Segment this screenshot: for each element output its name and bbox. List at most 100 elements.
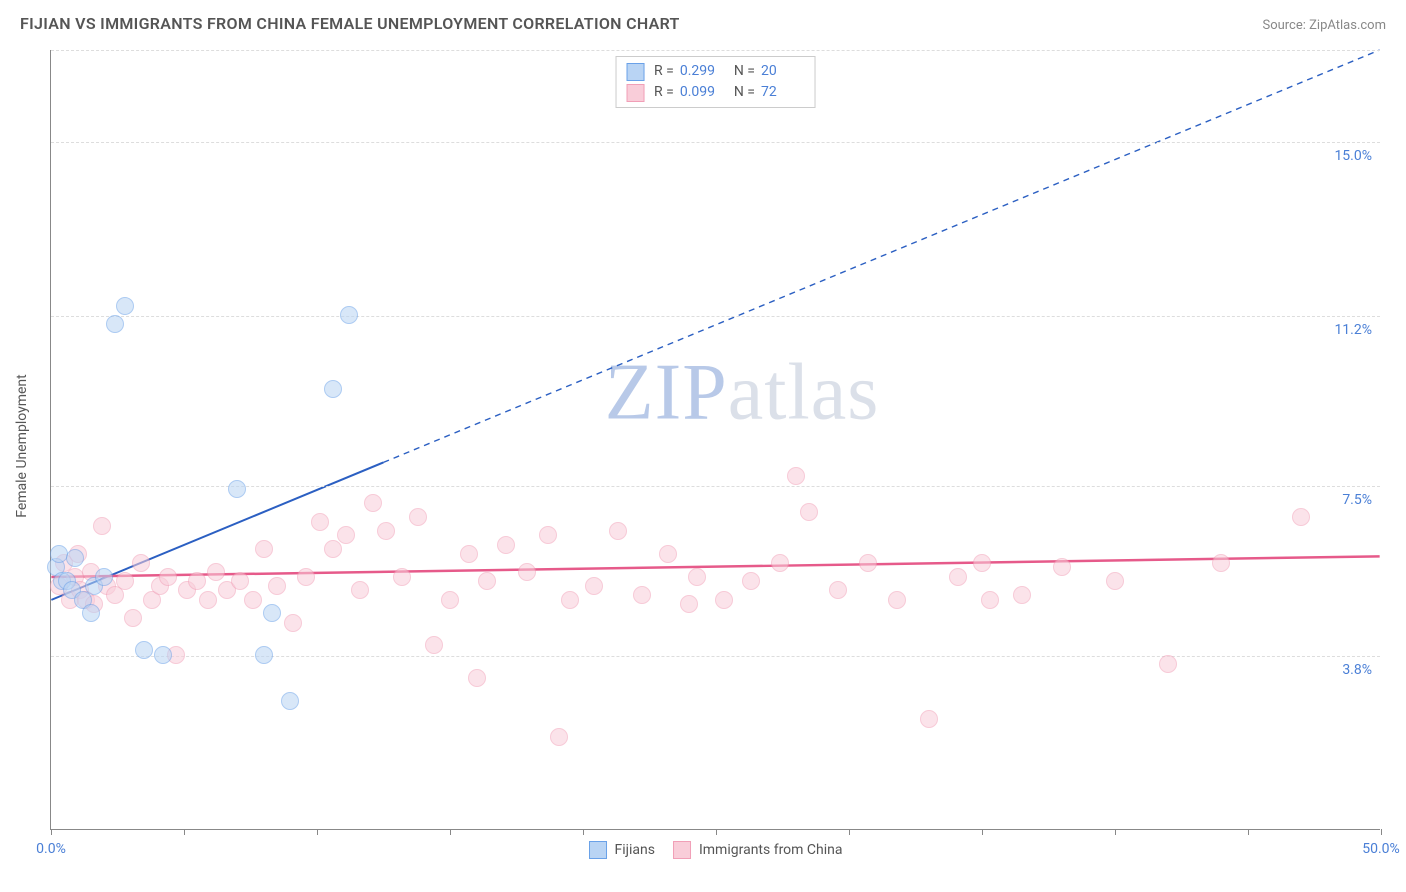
x-tick <box>583 829 584 835</box>
grid-line <box>51 486 1380 487</box>
data-point <box>1013 586 1031 604</box>
x-tick <box>1115 829 1116 835</box>
legend-item: Immigrants from China <box>673 841 843 859</box>
data-point <box>561 591 579 609</box>
data-point <box>585 577 603 595</box>
stats-row: R = 0.299 N = 20 <box>626 61 805 82</box>
data-point <box>680 595 698 613</box>
data-point <box>337 526 355 544</box>
grid-line <box>51 50 1380 51</box>
data-point <box>518 563 536 581</box>
data-point <box>859 554 877 572</box>
data-point <box>132 554 150 572</box>
data-point <box>231 572 249 590</box>
x-tick <box>317 829 318 835</box>
data-point <box>188 572 206 590</box>
legend-label: Immigrants from China <box>699 842 843 858</box>
legend-label: Fijians <box>615 842 655 858</box>
series-swatch <box>626 84 644 102</box>
data-point <box>324 540 342 558</box>
stat-r-value: 0.099 <box>680 82 724 103</box>
data-point <box>787 467 805 485</box>
data-point <box>1053 558 1071 576</box>
data-point <box>281 692 299 710</box>
legend-item: Fijians <box>589 841 655 859</box>
stats-row: R =0.099N =72 <box>626 82 805 103</box>
data-point <box>207 563 225 581</box>
trend-line <box>383 50 1379 462</box>
data-point <box>116 297 134 315</box>
data-point <box>159 568 177 586</box>
chart-title: FIJIAN VS IMMIGRANTS FROM CHINA FEMALE U… <box>20 14 680 33</box>
data-point <box>377 522 395 540</box>
data-point <box>106 315 124 333</box>
x-tick <box>450 829 451 835</box>
grid-line <box>51 142 1380 143</box>
data-point <box>263 604 281 622</box>
data-point <box>135 641 153 659</box>
trend-lines-layer <box>51 50 1380 829</box>
data-point <box>478 572 496 590</box>
x-tick-label: 50.0% <box>1362 841 1400 857</box>
y-tick-label: 3.8% <box>1342 662 1372 678</box>
data-point <box>742 572 760 590</box>
data-point <box>497 536 515 554</box>
scatter-plot-area: ZIPatlas R =0.299N =20R =0.099N =72 Fiji… <box>50 50 1380 830</box>
data-point <box>425 636 443 654</box>
data-point <box>771 554 789 572</box>
series-legend: Fijians Immigrants from China <box>589 841 843 859</box>
grid-line <box>51 656 1380 657</box>
x-tick <box>1248 829 1249 835</box>
y-tick-label: 11.2% <box>1334 322 1372 338</box>
data-point <box>829 581 847 599</box>
chart-header: FIJIAN VS IMMIGRANTS FROM CHINA FEMALE U… <box>0 0 1406 41</box>
data-point <box>393 568 411 586</box>
stat-n-value: 20 <box>761 61 805 82</box>
data-point <box>441 591 459 609</box>
data-point <box>1106 572 1124 590</box>
data-point <box>1159 655 1177 673</box>
data-point <box>284 614 302 632</box>
data-point <box>550 728 568 746</box>
data-point <box>460 545 478 563</box>
data-point <box>82 604 100 622</box>
y-axis-title: Female Unemployment <box>14 374 30 518</box>
chart-source: Source: ZipAtlas.com <box>1262 18 1386 33</box>
data-point <box>351 581 369 599</box>
data-point <box>633 586 651 604</box>
data-point <box>981 591 999 609</box>
x-tick <box>849 829 850 835</box>
data-point <box>973 554 991 572</box>
data-point <box>1292 508 1310 526</box>
data-point <box>949 568 967 586</box>
data-point <box>659 545 677 563</box>
stat-n-label: N = <box>734 61 755 82</box>
x-tick <box>184 829 185 835</box>
data-point <box>297 568 315 586</box>
data-point <box>324 380 342 398</box>
stat-r-label: R = <box>654 82 674 103</box>
data-point <box>268 577 286 595</box>
x-tick <box>982 829 983 835</box>
data-point <box>715 591 733 609</box>
data-point <box>244 591 262 609</box>
data-point <box>609 522 627 540</box>
data-point <box>66 549 84 567</box>
data-point <box>920 710 938 728</box>
x-tick <box>51 829 52 835</box>
data-point <box>124 609 142 627</box>
stat-n-value: 72 <box>761 82 805 103</box>
legend-swatch <box>589 841 607 859</box>
stat-r-value: 0.299 <box>680 61 724 82</box>
data-point <box>539 526 557 544</box>
y-tick-label: 7.5% <box>1342 492 1372 508</box>
data-point <box>800 503 818 521</box>
data-point <box>228 480 246 498</box>
correlation-stats-box: R = 0.299 N = 20R = 0.099 N = 72 <box>615 56 816 108</box>
x-tick-label: 0.0% <box>36 841 66 857</box>
data-point <box>340 306 358 324</box>
stat-r-label: R = <box>654 61 674 82</box>
data-point <box>154 646 172 664</box>
x-tick <box>716 829 717 835</box>
data-point <box>255 646 273 664</box>
